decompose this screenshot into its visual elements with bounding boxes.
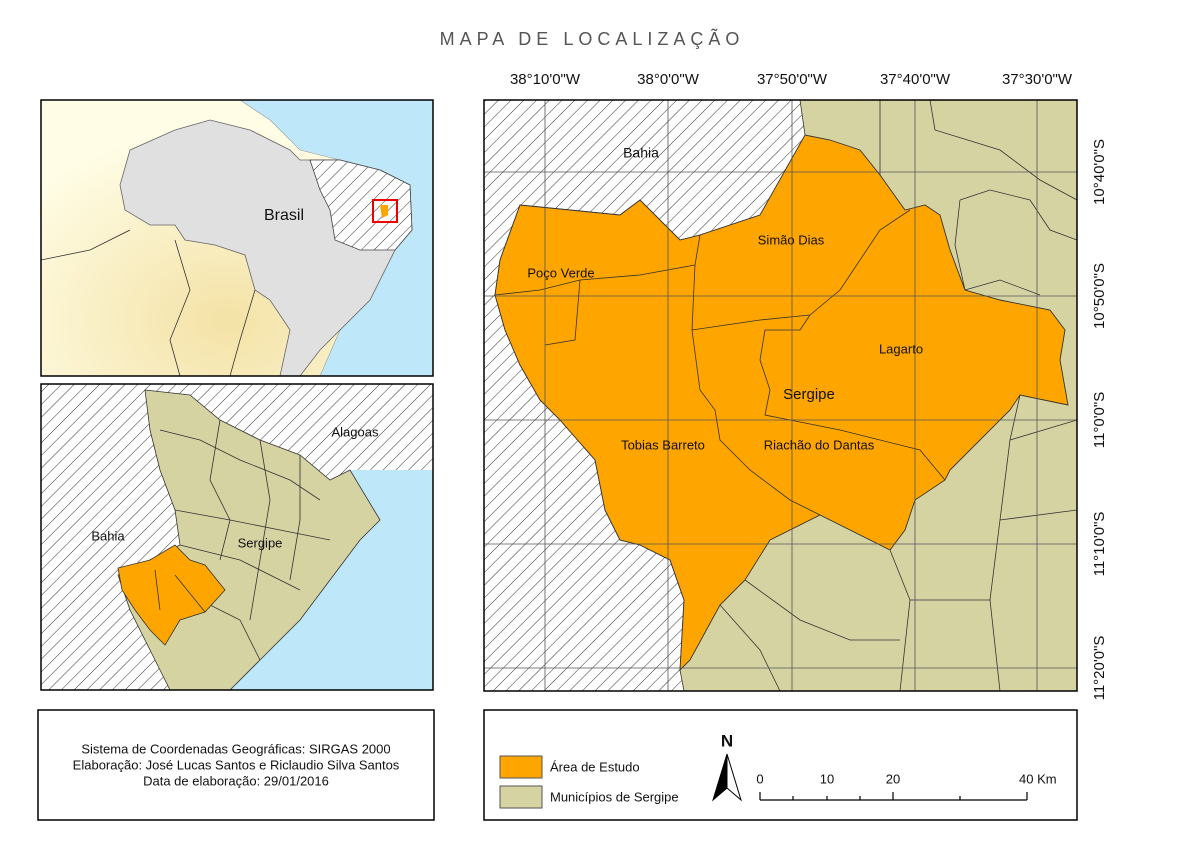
map-shape — [719, 100, 1077, 691]
longitude-label: 38°10'0"W — [510, 71, 581, 88]
region-label: Sergipe — [238, 535, 283, 550]
map-shape — [483, 99, 1078, 692]
latitude-label: 11°20'0"S — [1091, 636, 1108, 701]
latitude-label: 10°50'0"S — [1091, 263, 1108, 329]
latitude-label: 11°0'0"S — [1091, 392, 1108, 448]
map-shape — [154, 569, 206, 613]
map-shape — [41, 229, 256, 376]
place-label: Lagarto — [879, 341, 923, 356]
legend-label: Municípios de Sergipe — [550, 789, 679, 804]
legend-label: Área de Estudo — [550, 759, 640, 774]
map-title: MAPA DE LOCALIZAÇÃO — [440, 28, 745, 49]
info-box — [37, 709, 435, 821]
longitude-label: 37°40'0"W — [880, 71, 951, 88]
map-shape — [494, 134, 1069, 672]
country-label: Brasil — [264, 207, 304, 224]
place-label: Tobias Barreto — [621, 437, 705, 452]
longitude-label: 38°0'0"W — [637, 71, 700, 88]
main-map: Bahia Simão Dias Poço Verde Lagarto Serg… — [484, 100, 1077, 691]
map-shape — [159, 419, 331, 661]
map-shape — [40, 383, 434, 691]
scale-label: 40 Km — [1019, 771, 1057, 786]
legend-swatch — [499, 785, 543, 809]
place-label: Poço Verde — [527, 265, 594, 280]
map-shape — [372, 199, 398, 223]
region-label: Bahia — [91, 528, 125, 543]
map-shape — [40, 99, 434, 377]
region-label: Alagoas — [332, 424, 379, 439]
map-shape — [494, 209, 946, 516]
map-shape — [309, 159, 413, 251]
place-label: Simão Dias — [758, 232, 825, 247]
map-shape — [759, 792, 1028, 801]
map-shape — [726, 753, 742, 802]
info-line: Sistema de Coordenadas Geográficas: SIRG… — [81, 741, 390, 756]
latitude-label: 10°40'0"S — [1091, 139, 1108, 205]
scale-label: 10 — [820, 771, 834, 786]
map-shape — [712, 753, 728, 802]
legend-box — [483, 709, 1078, 821]
scale-label: 0 — [756, 771, 763, 786]
north-label: N — [721, 731, 733, 750]
map-shape — [380, 205, 388, 218]
latitude-label: 11°10'0"S — [1091, 512, 1108, 577]
north-arrow: N — [712, 731, 742, 802]
info-line: Elaboração: José Lucas Santos e Riclaudi… — [73, 757, 400, 772]
inset-brazil: Brasil — [41, 100, 433, 376]
longitude-label: 37°50'0"W — [757, 71, 828, 88]
graticule — [484, 100, 1077, 691]
map-shape — [230, 470, 433, 690]
legend-swatch — [499, 755, 543, 779]
inset-region: Alagoas Bahia Sergipe — [41, 384, 433, 690]
map-shape — [484, 100, 1077, 691]
place-label: Bahia — [623, 145, 659, 161]
place-label: Riachão do Dantas — [764, 437, 875, 452]
scale-bar: 0 10 20 40 Km — [756, 771, 1057, 801]
longitude-label: 37°30'0"W — [1002, 71, 1073, 88]
place-label: Sergipe — [783, 386, 835, 403]
info-line: Data de elaboração: 29/01/2016 — [143, 773, 329, 788]
scale-label: 20 — [886, 771, 900, 786]
